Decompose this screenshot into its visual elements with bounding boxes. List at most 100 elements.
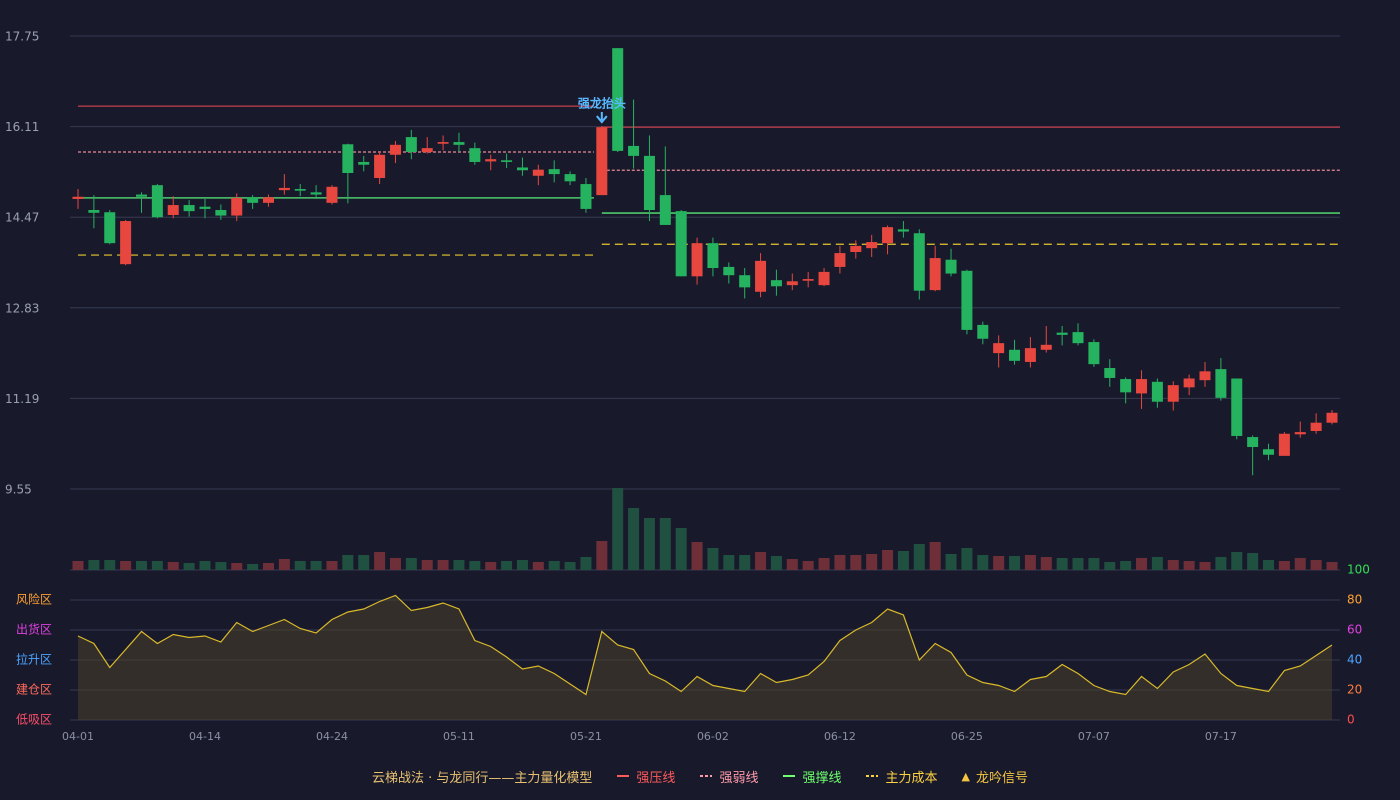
candle-body	[1310, 422, 1322, 431]
y-tick-label: 9.55	[5, 483, 32, 497]
candle-body	[1326, 412, 1338, 423]
candle-body	[294, 189, 306, 191]
volume-bar	[231, 563, 243, 570]
candle-body	[1151, 381, 1163, 402]
candle-body	[675, 211, 687, 277]
volume-bar	[1199, 562, 1211, 570]
volume-bar	[548, 561, 560, 570]
y-tick-label: 14.47	[5, 211, 39, 225]
candle-body	[993, 343, 1005, 354]
candle-body	[866, 242, 878, 249]
legend-label: 强弱线	[719, 770, 759, 786]
volume-bar	[739, 555, 751, 570]
volume-bar	[1231, 552, 1243, 570]
candle-body	[501, 160, 513, 162]
x-tick-label: 04-01	[62, 730, 94, 743]
volume-bar	[786, 559, 798, 570]
candle-body	[707, 243, 719, 269]
legend-item: 强弱线	[699, 767, 758, 786]
volume-bar	[755, 552, 767, 570]
volume-bar	[945, 554, 957, 570]
zone-label: 建仓区	[16, 683, 52, 697]
candle-body	[262, 197, 274, 203]
candle-body	[231, 197, 243, 216]
legend-label: 龙吟信号	[975, 770, 1028, 786]
candle-body	[882, 227, 894, 244]
legend-label: 主力成本	[885, 770, 938, 786]
x-tick-label: 04-24	[316, 730, 348, 743]
volume-bar	[961, 548, 973, 570]
volume-bar	[167, 562, 179, 570]
legend-swatch	[617, 775, 630, 777]
volume-bar	[405, 558, 417, 570]
candle-body	[564, 174, 576, 182]
volume-bar	[1151, 557, 1163, 570]
legend-label: 强撑线	[802, 770, 842, 786]
zone-label: 风险区	[16, 592, 52, 607]
legend-swatch	[783, 775, 796, 777]
candle-body	[643, 155, 655, 211]
volume-bar	[897, 551, 909, 570]
volume-bar	[818, 558, 830, 570]
legend: 云梯战法 · 与龙同行——主力量化模型 强压线 强弱线 强撑线 主力成本 ▲ 龙吟信号	[0, 764, 1400, 788]
x-tick-label: 05-11	[443, 730, 475, 743]
legend-item: 强撑线	[782, 767, 841, 786]
candle-body	[596, 127, 608, 196]
candle-body	[485, 159, 497, 162]
candle-body	[215, 210, 227, 216]
candle-body	[389, 144, 401, 155]
candle-body	[120, 221, 132, 265]
volume-bar	[1278, 561, 1290, 570]
candle-body	[1136, 379, 1148, 394]
legend-item: ▲ 龙吟信号	[961, 767, 1027, 786]
zone-label: 拉升区	[16, 652, 52, 667]
volume-bar	[294, 561, 306, 570]
volume-bar	[278, 559, 290, 570]
candle-body	[358, 161, 370, 165]
candle-body	[135, 194, 147, 197]
volume-bar	[215, 562, 227, 570]
candle-body	[278, 187, 290, 191]
candle-body	[374, 154, 386, 178]
volume-bar	[882, 550, 894, 570]
candle-body	[199, 206, 211, 209]
candle-body	[1231, 378, 1243, 436]
volume-bar	[993, 556, 1005, 570]
candle-body	[691, 243, 703, 277]
chart: 9.55 11.19 12.83 14.47 16.11 17.75 0 20 40 60 80 10…	[5, 30, 1370, 744]
candle-body	[469, 148, 481, 162]
volume-bar	[1024, 555, 1036, 570]
volume-bar	[151, 561, 163, 570]
candle-body	[1024, 348, 1036, 362]
volume-bar	[326, 561, 338, 570]
y-tick-label: 12.83	[5, 301, 39, 315]
candle-body	[1088, 342, 1100, 365]
candle-body	[437, 142, 449, 144]
volume-bar	[707, 548, 719, 570]
volume-bar	[72, 561, 84, 570]
volume-bar	[342, 555, 354, 570]
volume-bar	[485, 562, 497, 570]
candle-body	[1040, 344, 1052, 350]
y-tick-label: 0	[1347, 713, 1355, 727]
volume-bar	[643, 518, 655, 570]
x-tick-label: 06-25	[951, 730, 983, 743]
volume-bar	[310, 561, 322, 570]
candle-body	[723, 266, 735, 276]
volume-bar	[453, 560, 465, 570]
y-tick-label: 17.75	[5, 30, 39, 44]
candle-body	[770, 280, 782, 287]
legend-label: 强压线	[636, 770, 676, 786]
candle-body	[104, 212, 116, 244]
candle-body	[850, 245, 862, 253]
volume-bar	[770, 556, 782, 570]
indicator-line	[77, 594, 1333, 696]
y-tick-label: 11.19	[5, 392, 39, 406]
volume-bar	[564, 562, 576, 570]
x-tick-label: 07-17	[1205, 730, 1237, 743]
candle-body	[421, 148, 433, 153]
volume-bar	[1009, 556, 1021, 570]
candle-body	[834, 253, 846, 267]
candle-body	[247, 197, 259, 203]
volume-bar	[437, 560, 449, 570]
